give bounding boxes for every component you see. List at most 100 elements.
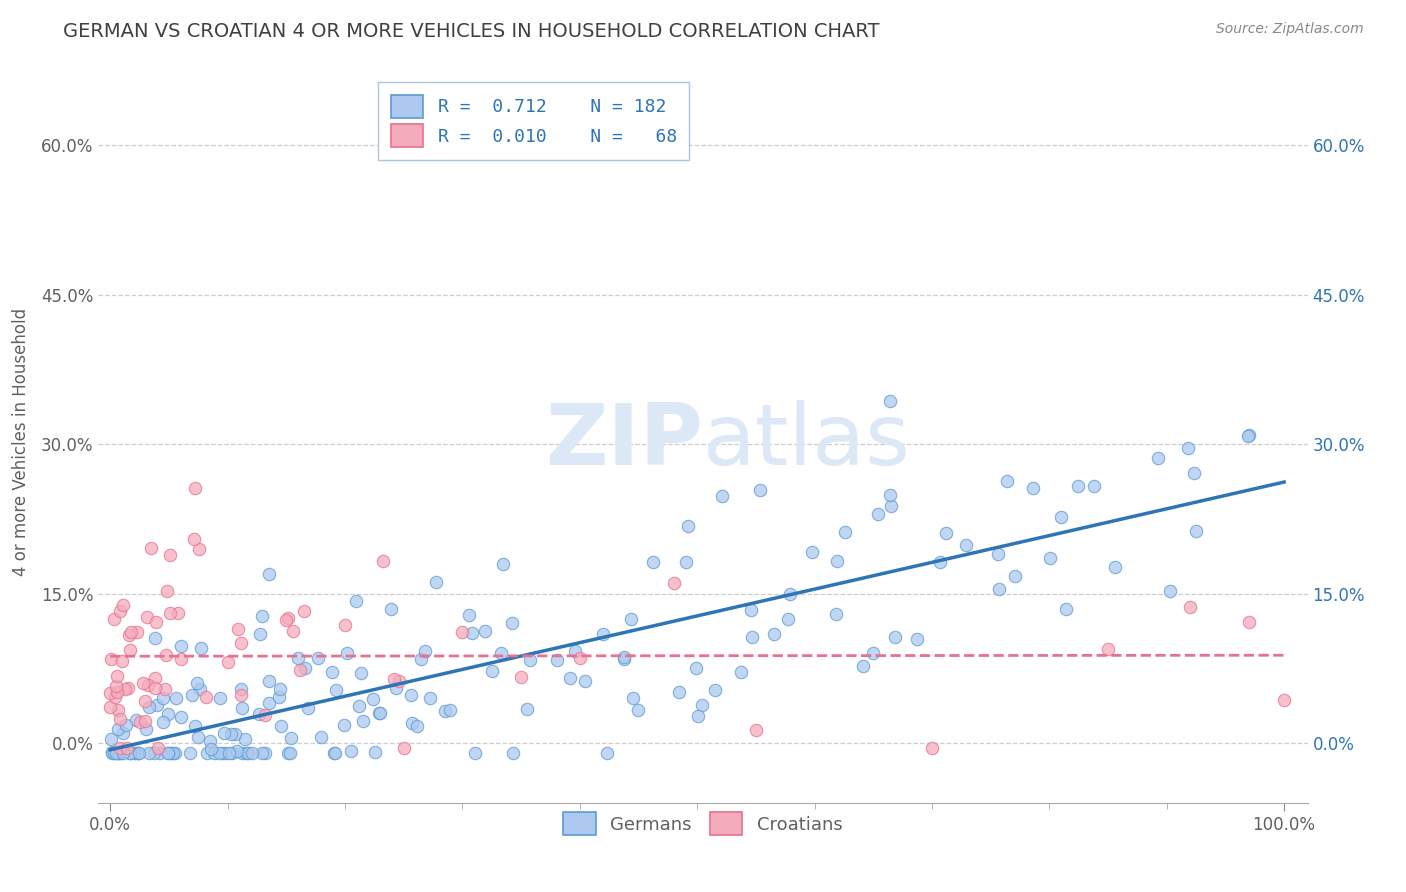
Point xyxy=(730,665,752,679)
Point xyxy=(208,746,231,760)
Point xyxy=(344,593,367,607)
Point xyxy=(368,706,391,720)
Point xyxy=(105,669,128,683)
Point xyxy=(200,733,222,747)
Point xyxy=(159,548,181,562)
Point xyxy=(253,746,276,760)
Point xyxy=(627,703,650,717)
Point xyxy=(277,611,299,625)
Point xyxy=(703,683,725,698)
Point xyxy=(905,632,928,646)
Point xyxy=(294,661,316,675)
Point xyxy=(1056,602,1078,616)
Point xyxy=(1022,482,1045,496)
Point xyxy=(921,741,943,756)
Point xyxy=(250,746,273,760)
Text: GERMAN VS CROATIAN 4 OR MORE VEHICLES IN HOUSEHOLD CORRELATION CHART: GERMAN VS CROATIAN 4 OR MORE VEHICLES IN… xyxy=(63,22,880,41)
Point xyxy=(104,690,127,705)
Point xyxy=(325,683,347,698)
Point xyxy=(231,701,253,715)
Point xyxy=(132,676,155,690)
Point xyxy=(145,615,167,629)
Point xyxy=(546,653,568,667)
Point xyxy=(800,545,823,559)
Point xyxy=(612,650,634,665)
Point xyxy=(200,742,222,756)
Point xyxy=(323,746,346,760)
Point xyxy=(156,583,179,598)
Point xyxy=(108,604,131,618)
Point xyxy=(105,684,128,698)
Point xyxy=(350,666,373,681)
Point xyxy=(1182,466,1205,480)
Point xyxy=(139,541,162,555)
Point xyxy=(825,554,848,568)
Point xyxy=(852,659,875,673)
Point xyxy=(405,719,427,733)
Point xyxy=(143,681,166,696)
Point xyxy=(399,688,422,702)
Point xyxy=(489,646,512,660)
Point xyxy=(219,727,242,741)
Point xyxy=(257,697,280,711)
Text: ZIP: ZIP xyxy=(546,400,703,483)
Point xyxy=(824,607,846,621)
Point xyxy=(321,665,343,679)
Point xyxy=(749,483,772,497)
Point xyxy=(510,670,533,684)
Point xyxy=(120,624,142,639)
Point xyxy=(277,746,299,760)
Point xyxy=(451,625,474,640)
Point xyxy=(240,746,263,760)
Point xyxy=(155,682,177,697)
Point xyxy=(382,672,405,686)
Point xyxy=(1237,615,1260,630)
Point xyxy=(419,690,441,705)
Point xyxy=(135,722,157,736)
Point xyxy=(217,655,239,669)
Point xyxy=(288,663,311,677)
Point xyxy=(118,628,141,642)
Point xyxy=(224,727,246,741)
Point xyxy=(226,744,249,758)
Point xyxy=(221,746,243,760)
Point xyxy=(257,674,280,689)
Point xyxy=(118,746,141,760)
Point xyxy=(157,746,180,760)
Point xyxy=(621,691,644,706)
Point xyxy=(474,624,496,638)
Point xyxy=(368,706,391,720)
Point xyxy=(1039,551,1062,566)
Point xyxy=(292,604,315,618)
Point xyxy=(145,698,167,712)
Point xyxy=(862,646,884,660)
Point xyxy=(108,746,131,760)
Point xyxy=(668,684,690,698)
Point xyxy=(188,682,211,697)
Point xyxy=(208,690,231,705)
Point xyxy=(181,689,204,703)
Point xyxy=(184,719,207,733)
Point xyxy=(776,612,799,626)
Point xyxy=(880,499,903,513)
Point xyxy=(108,746,131,760)
Point xyxy=(107,723,129,737)
Point xyxy=(323,746,346,760)
Point xyxy=(127,746,149,760)
Point xyxy=(229,688,252,702)
Text: atlas: atlas xyxy=(703,400,911,483)
Point xyxy=(409,652,432,666)
Point xyxy=(1083,479,1105,493)
Point xyxy=(250,609,273,624)
Point xyxy=(152,691,174,706)
Point xyxy=(115,741,138,756)
Point xyxy=(592,626,614,640)
Point xyxy=(105,746,128,760)
Point xyxy=(111,599,134,613)
Point xyxy=(118,746,141,760)
Text: Source: ZipAtlas.com: Source: ZipAtlas.com xyxy=(1216,22,1364,37)
Point xyxy=(128,746,150,760)
Point xyxy=(1147,451,1170,466)
Point xyxy=(238,746,260,760)
Point xyxy=(676,518,699,533)
